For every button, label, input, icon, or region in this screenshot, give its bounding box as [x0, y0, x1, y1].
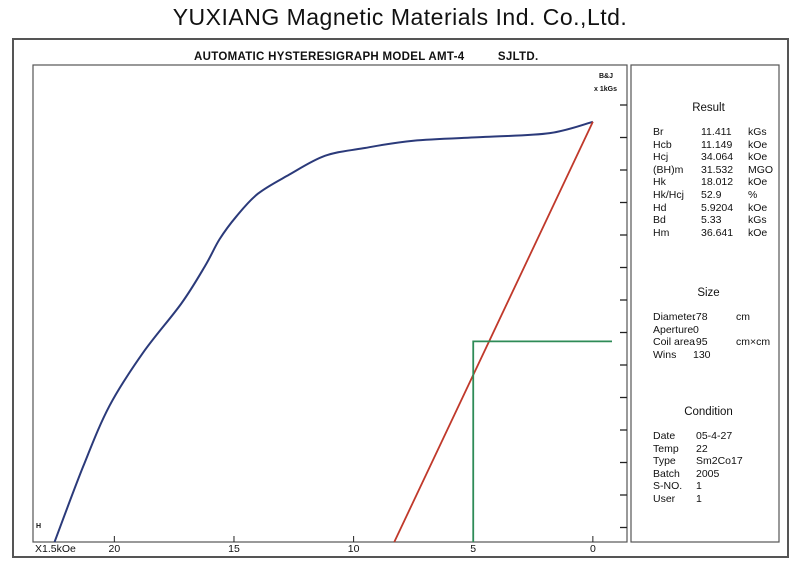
result-value: 5.9204	[701, 201, 734, 214]
result-panel-border	[630, 64, 780, 543]
result-value: 31.532	[701, 163, 734, 176]
demagnetization-curve	[53, 120, 594, 543]
result-value: 11.411	[701, 126, 732, 138]
result-row: Hm 36.641 kOe	[631, 227, 786, 240]
size-value: 0	[693, 323, 699, 336]
condition-row: Date 05-4-27	[631, 430, 786, 443]
result-unit: kOe	[748, 201, 768, 214]
result-label: Hcj	[653, 151, 669, 164]
result-label: Br	[653, 126, 664, 138]
instrument-title: AUTOMATIC HYSTERESIGRAPH MODEL AMT-4	[194, 51, 465, 63]
size-label: Aperture	[653, 323, 694, 336]
result-row: Hcj 34.064 kOe	[631, 151, 786, 164]
condition-value: 1	[696, 480, 702, 493]
result-unit: kOe	[748, 138, 768, 151]
condition-value: 2005	[696, 467, 720, 480]
result-unit: kOe	[748, 151, 768, 164]
size-row: Aperture 0	[631, 324, 786, 337]
result-label: Hm	[653, 226, 670, 239]
condition-label: S-NO.	[653, 480, 683, 493]
size-title: Size	[697, 287, 720, 299]
size-row: Diameter .78 cm	[631, 311, 786, 324]
result-row: Hcb 11.149 kOe	[631, 139, 786, 152]
result-row: Br 11.411 kGs	[631, 126, 786, 139]
result-value: 34.064	[701, 151, 734, 164]
size-row: Coil area .95 cm×cm	[631, 336, 786, 349]
condition-panel: Condition Date 05-4-27 Temp 22 Type Sm2Co17 Ba…	[631, 406, 786, 506]
operating-point-marker	[472, 340, 612, 542]
load-line	[393, 121, 594, 543]
size-value: .78	[693, 311, 708, 323]
result-unit: %	[748, 188, 758, 201]
condition-row: Batch 2005	[631, 468, 786, 481]
condition-label: User	[653, 492, 676, 505]
result-unit: kOe	[748, 176, 768, 189]
result-value: 36.641	[701, 226, 734, 239]
condition-row: Type Sm2Co17	[631, 455, 786, 468]
condition-value: 22	[696, 442, 708, 455]
result-row: (BH)m 31.532 MGO	[631, 164, 786, 177]
condition-value: Sm2Co17	[696, 455, 743, 468]
condition-value: 1	[696, 492, 702, 505]
result-unit: kOe	[748, 226, 768, 239]
condition-value: 05-4-27	[696, 430, 733, 442]
h-axis-label: H	[36, 523, 41, 530]
plot-area	[32, 64, 628, 543]
size-unit: cm	[736, 311, 750, 323]
company-title: YUXIANG Magnetic Materials Ind. Co.,Ltd.	[172, 4, 628, 30]
size-value: 130	[693, 348, 711, 361]
result-label: Hcb	[653, 138, 672, 151]
condition-row: User 1	[631, 493, 786, 506]
result-row: Bd 5.33 kGs	[631, 214, 786, 227]
result-row: Hd 5.9204 kOe	[631, 202, 786, 215]
size-panel: Size Diameter .78 cm Aperture 0 Coil area .95 c…	[631, 287, 786, 361]
result-value: 52.9	[701, 188, 722, 201]
size-unit: cm×cm	[736, 336, 771, 349]
x-tick-labels: 20 15 10 5 0	[109, 536, 596, 555]
x-tick-label: 0	[590, 543, 596, 555]
size-label: Coil area	[653, 336, 696, 349]
report-header: AUTOMATIC HYSTERESIGRAPH MODEL AMT-4 SJL…	[194, 51, 538, 63]
x-tick-label: 20	[109, 543, 121, 555]
result-label: (BH)m	[653, 163, 684, 176]
report-frame: AUTOMATIC HYSTERESIGRAPH MODEL AMT-4 SJL…	[12, 38, 789, 558]
result-row: Hk/Hcj 52.9%	[631, 189, 786, 202]
result-row: Hk 18.012 kOe	[631, 176, 786, 189]
result-title: Result	[692, 102, 725, 114]
size-row: Wins 130	[631, 349, 786, 362]
x-axis-label: X1.5kOe	[35, 543, 76, 555]
result-label: Hd	[653, 201, 667, 214]
condition-label: Date	[653, 430, 676, 442]
size-label: Diameter	[653, 311, 696, 323]
size-value: .95	[693, 336, 708, 349]
y-axis-label-1: B&J	[599, 73, 613, 80]
y-tick-marks	[620, 104, 627, 529]
hysteresis-chart: 20 15 10 5 0 B&J x 1kGs H X1.5kOe	[32, 64, 780, 555]
x-tick-label: 5	[470, 543, 476, 555]
chart-series	[53, 120, 612, 543]
size-label: Wins	[653, 348, 677, 361]
condition-label: Batch	[653, 467, 680, 480]
result-value: 5.33	[701, 214, 722, 227]
condition-label: Temp	[653, 442, 679, 455]
result-label: Hk/Hcj	[653, 188, 684, 201]
result-unit: MGO	[748, 163, 774, 176]
condition-label: Type	[653, 455, 676, 468]
condition-row: S-NO. 1	[631, 480, 786, 493]
x-tick-label: 15	[228, 543, 240, 555]
manufacturer-label: SJLTD.	[497, 51, 539, 63]
condition-row: Temp 22	[631, 443, 786, 456]
condition-title: Condition	[684, 406, 733, 418]
result-panel: Result Br 11.411 kGs Hcb 11.149 kOe Hcj 34.064 k…	[631, 102, 786, 239]
y-axis-label-2: x 1kGs	[594, 86, 617, 93]
x-tick-label: 10	[348, 543, 360, 555]
result-label: Hk	[653, 176, 666, 189]
result-value: 18.012	[701, 176, 734, 189]
result-value: 11.149	[701, 138, 733, 151]
result-unit: kGs	[748, 214, 767, 227]
result-label: Bd	[653, 214, 666, 227]
result-unit: kGs	[748, 126, 767, 138]
